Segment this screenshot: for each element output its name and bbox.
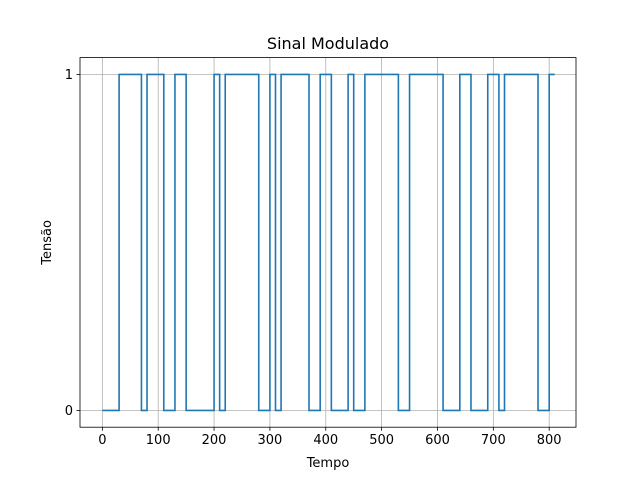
x-tick-label: 500 — [369, 433, 394, 448]
grid-layer — [80, 57, 576, 428]
tick-layer: 0 100 200 300 400 500 600 700 800 0 1 — [65, 68, 562, 448]
plot-frame — [79, 57, 577, 428]
x-tick-label: 800 — [537, 433, 562, 448]
signal-series-line — [102, 73, 555, 412]
x-tick-label: 700 — [481, 433, 506, 448]
y-tick-label: 1 — [65, 68, 73, 83]
x-tick-label: 300 — [257, 433, 282, 448]
x-tick-label: 600 — [425, 433, 450, 448]
y-tick-label: 0 — [65, 404, 73, 419]
x-tick-label: 0 — [98, 433, 106, 448]
y-axis-label: Tensão — [40, 220, 55, 266]
x-tick-label: 200 — [202, 433, 227, 448]
x-tick-label: 400 — [313, 433, 338, 448]
series-layer — [102, 73, 555, 412]
x-tick-label: 100 — [146, 433, 171, 448]
x-axis-label: Tempo — [306, 456, 350, 471]
chart-title: Sinal Modulado — [267, 34, 389, 53]
